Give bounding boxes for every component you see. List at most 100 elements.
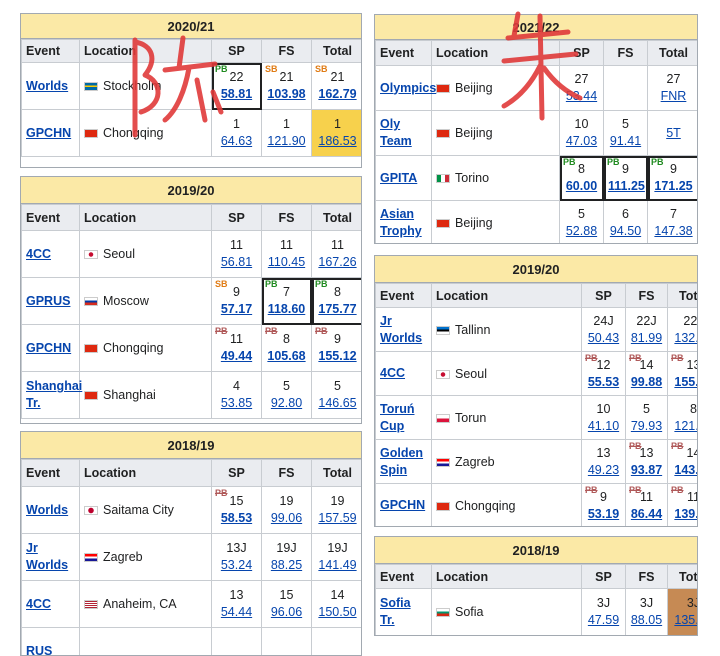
fs-score-cell: PB 7 118.60 (261, 277, 312, 325)
season-title: 2018/19 (21, 432, 361, 459)
score-link[interactable]: 103.98 (267, 87, 306, 101)
event-link[interactable]: RUS (26, 643, 53, 656)
score-link[interactable]: 86.44 (630, 506, 663, 521)
score-link[interactable]: 55.53 (587, 374, 620, 389)
score-link[interactable]: 60.00 (565, 179, 598, 193)
score-link[interactable]: 81.99 (630, 330, 663, 345)
col-header-event: Event (375, 564, 432, 589)
score-link[interactable]: 121.90 (267, 134, 306, 148)
event-link[interactable]: 4CC (26, 596, 52, 611)
score-link[interactable]: 175.77 (318, 302, 357, 316)
event-link[interactable]: GPITA (380, 170, 418, 185)
event-link[interactable]: Shanghai Tr. (26, 379, 83, 410)
score-link[interactable]: 143.10 (674, 462, 697, 477)
score-link[interactable]: 47.03 (565, 134, 598, 148)
score-link[interactable]: 147.38 (654, 224, 693, 238)
season-title: 2021/22 (375, 15, 697, 40)
score-link[interactable]: 94.50 (609, 224, 642, 238)
score-link[interactable]: 53.85 (220, 396, 253, 410)
score-link[interactable]: FNR (660, 89, 687, 103)
pb-badge: PB (585, 485, 598, 495)
total-score-cell: PB 9 171.25 (647, 155, 697, 201)
score-link[interactable]: 132.42 (674, 330, 697, 345)
placement-rank: 9 (622, 162, 629, 176)
fs-score-cell: 5 79.93 (625, 395, 668, 440)
score-link[interactable]: 162.79 (318, 87, 357, 101)
event-link[interactable]: GPCHN (26, 125, 72, 140)
score-link[interactable]: 121.03 (674, 418, 697, 433)
score-link[interactable]: 58.53 (220, 511, 253, 525)
season-title: 2020/21 (21, 14, 361, 39)
score-link[interactable]: 150.50 (318, 605, 357, 619)
total-score-cell: SB 21 162.79 (311, 62, 361, 110)
score-link[interactable]: 91.41 (609, 134, 642, 148)
score-link[interactable]: 171.25 (654, 179, 693, 193)
placement-rank: 5 (643, 401, 650, 416)
score-link[interactable]: 141.49 (318, 558, 357, 572)
location-name: Torun (455, 410, 487, 425)
event-link[interactable]: Asian Trophy (380, 207, 422, 238)
col-header-location: Location (79, 39, 212, 63)
score-link[interactable]: 57.17 (220, 302, 253, 316)
score-link[interactable]: 96.06 (270, 605, 303, 619)
location-cell: Anaheim, CA (79, 580, 212, 628)
score-link[interactable]: 41.10 (587, 418, 620, 433)
event-link[interactable]: Sofia Tr. (380, 596, 411, 627)
score-link[interactable]: 88.05 (630, 613, 663, 627)
event-link[interactable]: Toruń Cup (380, 401, 415, 433)
score-link[interactable]: 92.80 (270, 396, 303, 410)
score-link[interactable]: 58.81 (220, 87, 253, 101)
flag-icon (436, 457, 450, 467)
score-link[interactable]: 135.64 (674, 613, 697, 627)
score-link[interactable]: 52.88 (565, 224, 598, 238)
event-link[interactable]: 4CC (380, 366, 406, 380)
score-link[interactable]: 155.41 (674, 374, 697, 389)
score-link[interactable]: 49.23 (587, 462, 620, 477)
score-link[interactable]: 99.06 (270, 511, 303, 525)
total-score-cell: 1 186.53 (311, 109, 361, 157)
event-link[interactable]: GPRUS (26, 293, 71, 308)
score-link[interactable]: 50.43 (587, 330, 620, 345)
score-link[interactable]: 167.26 (318, 255, 357, 269)
score-link[interactable]: 53.19 (587, 506, 620, 521)
score-link[interactable]: 88.25 (270, 558, 303, 572)
score-link[interactable]: 105.68 (267, 349, 306, 363)
event-link[interactable]: Jr Worlds (380, 313, 423, 345)
score-link[interactable]: 99.88 (630, 374, 663, 389)
score-link[interactable]: 53.24 (220, 558, 253, 572)
score-link[interactable]: 53.44 (565, 89, 598, 103)
score-link[interactable]: 111.25 (608, 179, 645, 193)
col-header-sp: SP (211, 39, 262, 63)
total-score-cell: 8 121.03 (667, 395, 697, 440)
event-link[interactable]: Jr Worlds (26, 541, 69, 572)
table-row: GPCHN Chongqing 1 64.63 1 121.90 1 186.53 (21, 109, 361, 157)
score-link[interactable]: 155.12 (318, 349, 357, 363)
score-link[interactable]: 139.63 (674, 506, 697, 521)
score-link[interactable]: 186.53 (318, 134, 357, 148)
event-link[interactable]: 4CC (26, 246, 52, 261)
score-link[interactable]: 93.87 (630, 462, 663, 477)
score-link[interactable]: 49.44 (220, 349, 253, 363)
score-link[interactable]: 146.65 (318, 396, 357, 410)
sp-score-cell: 24J 50.43 (581, 307, 626, 352)
event-link[interactable]: Worlds (26, 502, 69, 517)
location-cell: Chongqing (431, 483, 582, 526)
score-link[interactable]: 118.60 (267, 302, 306, 316)
event-link[interactable]: GPCHN (380, 498, 426, 512)
placement-rank: 10 (574, 117, 589, 131)
score-link[interactable]: 5T (666, 125, 681, 140)
event-link[interactable]: Worlds (26, 78, 69, 93)
score-link[interactable]: 110.45 (267, 255, 306, 269)
event-link[interactable]: Oly Team (380, 117, 412, 148)
score-link[interactable]: 79.93 (630, 418, 663, 433)
event-link[interactable]: Olympics (380, 80, 437, 95)
score-link[interactable]: 64.63 (220, 134, 253, 148)
event-link[interactable]: GPCHN (26, 340, 72, 355)
score-link[interactable]: 47.59 (587, 613, 620, 627)
col-header-sp: SP (581, 564, 626, 589)
score-link[interactable]: 56.81 (220, 255, 253, 269)
score-link[interactable]: 157.59 (318, 511, 357, 525)
score-link[interactable]: 54.44 (220, 605, 253, 619)
col-header-event: Event (21, 204, 80, 231)
event-link[interactable]: Golden Spin (380, 445, 424, 477)
